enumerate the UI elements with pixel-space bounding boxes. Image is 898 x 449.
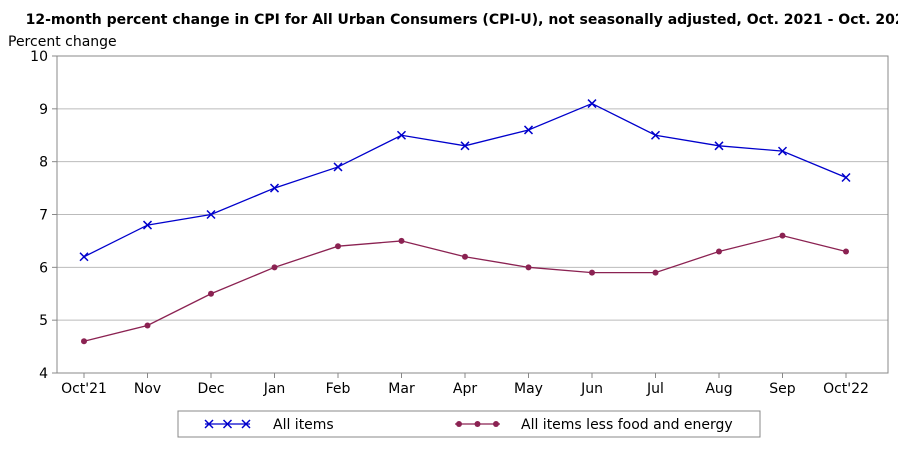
- marker-stroke: [841, 172, 851, 183]
- data-point-circle-marker: [81, 338, 87, 345]
- legend-label-1: All items less food and energy: [521, 417, 733, 433]
- data-point-circle-marker: [493, 421, 499, 427]
- x-tick-label: Apr: [453, 381, 477, 397]
- marker-stroke: [650, 130, 661, 140]
- chart-title: 12-month percent change in CPI for All U…: [26, 12, 898, 28]
- data-point-circle-marker: [652, 269, 659, 276]
- data-point-x-marker: [460, 141, 470, 151]
- data-point-circle-marker: [398, 237, 405, 244]
- x-tick-label: May: [514, 381, 543, 397]
- data-point-x-marker: [222, 419, 233, 429]
- legend-label-0: All items: [273, 417, 334, 433]
- legend: All items All items less food and energy: [177, 410, 761, 438]
- data-point-x-marker: [714, 141, 724, 151]
- data-point-circle-marker: [525, 264, 532, 271]
- marker-stroke: [204, 419, 214, 429]
- y-tick-label: 6: [39, 260, 48, 276]
- x-tick-label: Jun: [580, 381, 603, 397]
- x-tick-label: Feb: [326, 381, 351, 397]
- x-tick-label: Oct'22: [823, 381, 869, 397]
- x-tick-label: Mar: [388, 381, 415, 397]
- x-tick-label: Jan: [263, 381, 286, 397]
- marker-stroke: [587, 99, 597, 109]
- data-point-circle-marker: [144, 322, 151, 329]
- data-point-x-marker: [650, 130, 661, 140]
- x-tick-label: Aug: [705, 381, 732, 397]
- marker-stroke: [396, 130, 407, 140]
- marker-stroke: [269, 183, 280, 193]
- data-point-x-marker: [204, 419, 214, 429]
- y-tick-label: 5: [39, 313, 48, 329]
- data-point-circle-marker: [843, 248, 849, 255]
- data-point-x-marker: [142, 220, 153, 230]
- marker-stroke: [777, 146, 788, 156]
- y-tick-label: 10: [30, 49, 48, 65]
- data-point-x-marker: [777, 146, 788, 156]
- marker-stroke: [523, 125, 534, 135]
- y-tick-label: 8: [39, 155, 48, 171]
- marker-stroke: [79, 252, 89, 262]
- marker-stroke: [142, 220, 153, 230]
- x-tick-label: Sep: [769, 381, 796, 397]
- data-point-circle-marker: [462, 253, 468, 260]
- marker-stroke: [222, 419, 233, 429]
- y-tick-label: 7: [39, 208, 48, 224]
- x-tick-label: Oct'21: [61, 381, 107, 397]
- data-point-circle-marker: [474, 421, 481, 427]
- series-line-1: [83, 234, 847, 342]
- marker-stroke: [714, 141, 724, 151]
- x-tick-label: Nov: [134, 381, 161, 397]
- marker-stroke: [206, 209, 216, 220]
- data-point-x-marker: [269, 183, 280, 193]
- data-point-x-marker: [396, 130, 407, 140]
- data-point-x-marker: [587, 99, 597, 109]
- data-point-circle-marker: [208, 290, 214, 297]
- y-tick-label: 4: [39, 366, 48, 382]
- series-line-0: [83, 102, 847, 258]
- data-point-x-marker: [241, 419, 251, 429]
- data-point-circle-marker: [779, 232, 786, 239]
- data-point-x-marker: [841, 172, 851, 183]
- y-axis-label: Percent change: [8, 34, 117, 50]
- data-point-x-marker: [79, 252, 89, 262]
- x-tick-label: Jul: [646, 381, 664, 397]
- data-point-circle-marker: [456, 421, 462, 427]
- data-point-circle-marker: [716, 248, 722, 255]
- data-point-circle-marker: [271, 264, 278, 271]
- data-point-x-marker: [333, 162, 343, 172]
- data-point-x-marker: [523, 125, 534, 135]
- data-point-x-marker: [206, 209, 216, 220]
- y-tick-label: 9: [39, 102, 48, 118]
- marker-stroke: [333, 162, 343, 172]
- marker-stroke: [460, 141, 470, 151]
- marker-stroke: [241, 419, 251, 429]
- data-point-circle-marker: [335, 243, 341, 250]
- x-tick-label: Dec: [197, 381, 224, 397]
- data-point-circle-marker: [589, 269, 595, 276]
